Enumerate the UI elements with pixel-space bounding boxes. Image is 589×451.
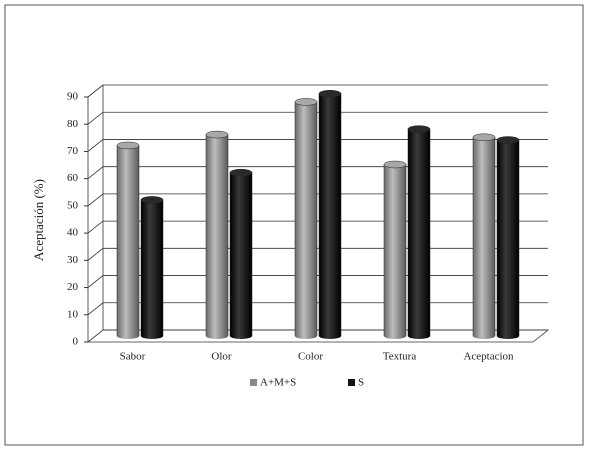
- bar: [407, 128, 431, 337]
- bar: [205, 134, 229, 337]
- x-tick-label: Olor: [211, 351, 232, 363]
- bar-base: [295, 333, 317, 339]
- bar-base: [319, 333, 341, 339]
- bar-cap: [116, 141, 140, 150]
- bar-base: [230, 333, 252, 339]
- bar-cap: [383, 160, 407, 169]
- bar-cap: [496, 136, 520, 144]
- y-tick-label: 30: [67, 254, 79, 266]
- y-tick-label: 60: [67, 172, 79, 184]
- bar-base: [473, 333, 495, 339]
- y-tick-label: 80: [67, 118, 79, 130]
- bar: [472, 137, 496, 337]
- plot-area: 0 10 20 30 40 50 60 70 80 90 Sabor Olor Color Textura…: [67, 84, 550, 389]
- x-tick-label: Sabor: [120, 351, 146, 363]
- y-tick-label: 90: [67, 91, 79, 103]
- bar-base: [117, 333, 139, 339]
- y-tick-label: 10: [67, 308, 79, 320]
- bar: [318, 93, 342, 337]
- bar-cap: [229, 168, 253, 177]
- bar-base: [206, 333, 228, 339]
- y-tick-label: 70: [67, 145, 79, 157]
- bar-base: [384, 333, 406, 339]
- grid-line: [87, 139, 548, 152]
- x-tick-label: Aceptacion: [463, 351, 514, 363]
- y-tick-label: 50: [67, 199, 79, 211]
- y-tick-label: 0: [73, 336, 79, 348]
- legend-swatch: [348, 379, 355, 386]
- legend-swatch: [250, 379, 257, 386]
- grid-line: [87, 84, 548, 98]
- grid-line: [87, 111, 548, 125]
- legend-label: S: [358, 377, 364, 389]
- bar-base: [497, 333, 519, 339]
- x-tick-label: Color: [298, 351, 323, 363]
- bar-cap: [140, 196, 164, 204]
- bar-cap: [294, 98, 318, 106]
- bar: [116, 145, 140, 337]
- bar-cap: [472, 133, 496, 142]
- y-tick-label: 20: [67, 281, 79, 293]
- y-axis-label: Aceptación (%): [31, 179, 46, 261]
- bar-cap: [205, 130, 229, 139]
- bar-cap: [407, 125, 431, 133]
- bar: [496, 139, 520, 337]
- legend-label: A+M+S: [260, 377, 296, 389]
- bar: [140, 199, 164, 337]
- bar: [229, 172, 253, 337]
- bar-base: [408, 333, 430, 339]
- bar: [383, 164, 407, 337]
- x-tick-label: Textura: [383, 351, 417, 363]
- y-tick-label: 40: [67, 227, 79, 239]
- bar: [294, 101, 318, 337]
- bar-cap: [318, 89, 342, 98]
- bar-base: [141, 333, 163, 339]
